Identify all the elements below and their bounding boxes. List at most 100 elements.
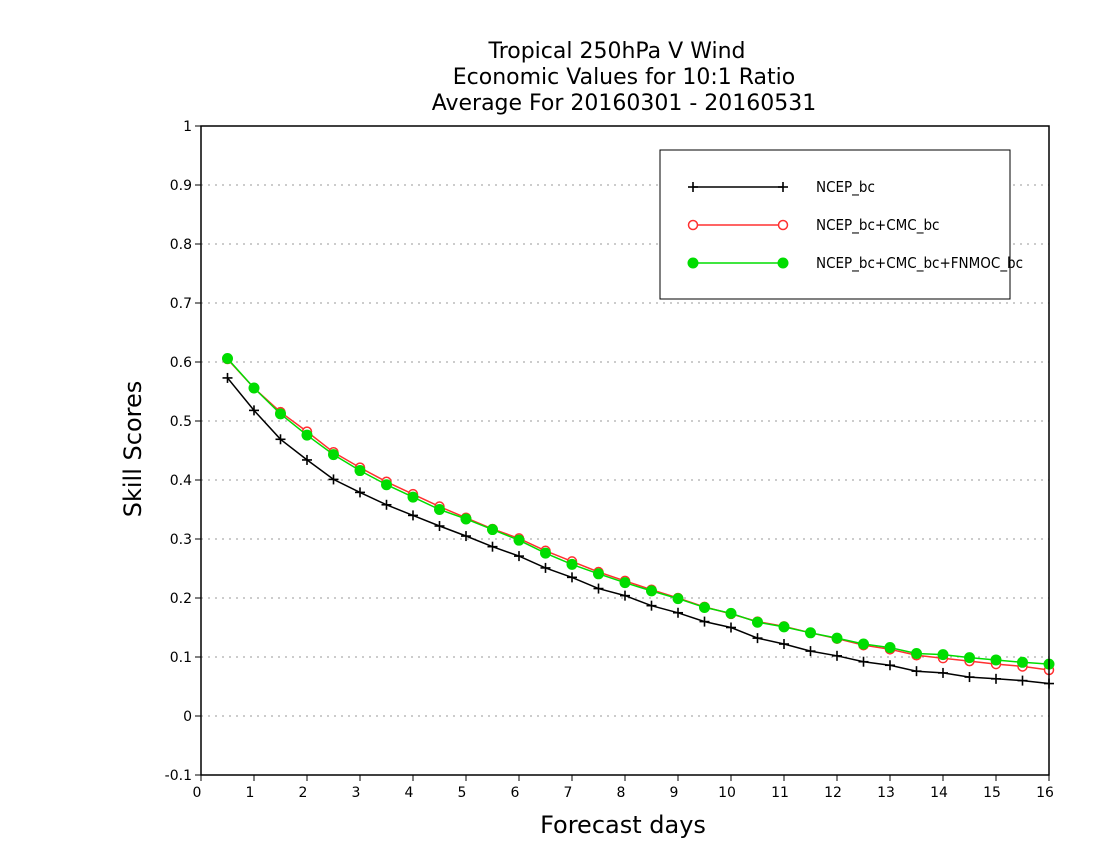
legend-marker [777, 257, 789, 269]
data-point [646, 600, 657, 611]
data-point [620, 590, 630, 601]
data-point [593, 583, 604, 594]
data-point [275, 408, 286, 420]
x-tick-label: 5 [458, 785, 467, 801]
data-point [911, 647, 922, 659]
legend-marker [687, 257, 699, 269]
data-point [461, 531, 471, 542]
x-tick-label: 6 [511, 785, 520, 801]
data-point [725, 607, 737, 619]
data-point [1017, 675, 1028, 686]
data-point [328, 474, 339, 485]
y-tick-label: 0.4 [170, 473, 192, 489]
x-tick-label: 13 [877, 785, 895, 801]
legend-entry: NCEP_bc [688, 178, 875, 197]
legend-label: NCEP_bc [816, 178, 875, 197]
data-point [937, 649, 949, 661]
title-line-2: Economic Values for 10:1 Ratio [453, 65, 795, 90]
data-point [619, 577, 631, 589]
legend-label: NCEP_bc+CMC_bc [816, 216, 939, 235]
series-1 [222, 372, 1054, 689]
data-point [1017, 656, 1028, 668]
x-tick-label: 8 [617, 785, 626, 801]
data-point [302, 454, 312, 465]
data-point [222, 372, 233, 383]
x-tick-label: 7 [564, 785, 573, 801]
data-point [699, 601, 710, 613]
title-line-1: Tropical 250hPa V Wind [487, 39, 745, 64]
y-tick-label: 0.7 [170, 296, 192, 312]
data-point [593, 568, 604, 580]
x-axis-label: Forecast days [540, 811, 706, 839]
data-point [858, 638, 869, 650]
data-point [699, 616, 710, 627]
data-point [248, 382, 260, 394]
legend: NCEP_bc NCEP_bc+CMC_bc NCEP_bc+CMC_bc+FNMO… [659, 149, 1023, 300]
data-point [487, 524, 498, 536]
x-tick-label: 0 [193, 785, 202, 801]
legend-marker [687, 219, 699, 231]
data-point [407, 491, 419, 503]
data-point [487, 541, 498, 552]
data-point [566, 558, 578, 570]
data-point [752, 633, 763, 644]
data-point [991, 673, 1001, 684]
x-tick-label: 2 [299, 785, 308, 801]
data-point [222, 352, 233, 364]
data-point [726, 622, 736, 633]
series-line [226, 358, 1050, 671]
data-point [832, 650, 842, 661]
data-point [990, 654, 1002, 666]
y-tick-label: 0.3 [170, 532, 192, 548]
x-tick-label: 1 [246, 785, 255, 801]
data-point [513, 534, 525, 546]
data-point [752, 616, 763, 628]
y-tick-label: 0.1 [170, 650, 192, 666]
data-point [567, 572, 577, 583]
legend-marker [777, 219, 789, 231]
legend-marker [778, 182, 788, 192]
x-tick-label: 10 [718, 785, 736, 801]
data-point [911, 666, 922, 677]
series-lines [222, 352, 1055, 689]
x-tick-label: 4 [405, 785, 414, 801]
x-axis-ticks: 0 1 2 3 4 5 6 7 8 9 10 11 12 13 14 15 16 [193, 775, 1054, 801]
legend-entry: NCEP_bc+CMC_bc [687, 216, 939, 235]
data-point [275, 434, 286, 445]
y-tick-label: 0.8 [170, 237, 192, 253]
data-point [673, 607, 683, 618]
data-point [434, 504, 445, 515]
data-point [381, 499, 392, 510]
y-tick-label: 0.5 [170, 414, 192, 430]
data-point [381, 479, 392, 491]
data-point [779, 639, 789, 650]
series-line [226, 357, 1050, 665]
data-point [672, 593, 684, 605]
data-point [355, 487, 365, 498]
y-tick-label: 0 [183, 709, 192, 725]
y-tick-label: 0.2 [170, 591, 192, 607]
gridlines [201, 184, 1049, 717]
data-point [964, 672, 975, 683]
y-tick-label: 0.9 [170, 178, 192, 194]
series-3 [222, 352, 1055, 670]
x-tick-label: 3 [352, 785, 361, 801]
title-line-3: Average For 20160301 - 20160531 [432, 91, 817, 116]
y-axis-label: Skill Scores [119, 381, 147, 518]
data-point [884, 642, 896, 654]
data-point [831, 632, 843, 644]
data-point [805, 627, 816, 639]
data-point [328, 449, 339, 461]
data-point [354, 465, 366, 477]
y-tick-label: -0.1 [165, 768, 192, 784]
data-point [514, 551, 524, 562]
plot-area-frame [200, 125, 1050, 776]
data-point [460, 513, 472, 525]
x-tick-label: 16 [1036, 785, 1054, 801]
data-point [778, 621, 790, 633]
series-line [226, 377, 1050, 685]
data-point [540, 547, 551, 559]
data-point [249, 405, 259, 416]
data-point [408, 510, 418, 521]
legend-marker [688, 182, 698, 192]
